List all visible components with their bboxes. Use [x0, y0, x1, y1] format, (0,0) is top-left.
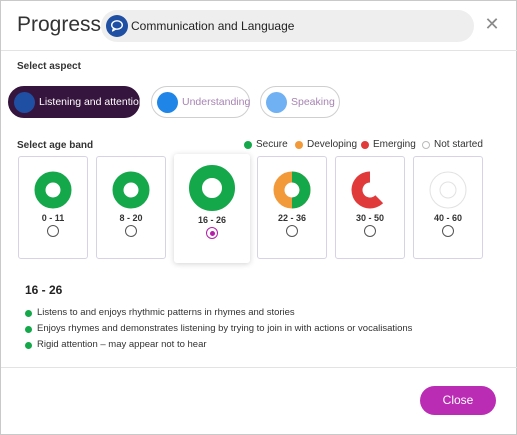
age-band-radio[interactable]	[125, 225, 137, 237]
aspect-color-icon	[266, 92, 287, 113]
progress-donut-icon	[429, 171, 467, 209]
age-band-radio[interactable]	[206, 227, 218, 239]
status-legend: Secure Developing Emerging Not started	[244, 138, 506, 152]
age-band-card-8-20[interactable]: 8 - 20	[96, 156, 166, 259]
age-band-range: 0 - 11	[41, 213, 65, 223]
area-selector[interactable]: Communication and Language	[101, 10, 474, 42]
progress-donut-icon	[351, 171, 384, 209]
age-band-radio[interactable]	[47, 225, 59, 237]
select-aspect-label: Select aspect	[17, 61, 81, 72]
age-band-range: 40 - 60	[433, 213, 463, 223]
progress-donut-icon	[34, 171, 72, 209]
progress-donut-icon	[273, 171, 311, 209]
aspect-listening-and-attention[interactable]: Listening and attention	[8, 86, 145, 118]
close-button[interactable]: Close	[420, 386, 496, 415]
dialog-title: Progress	[17, 13, 102, 36]
developing-dot-icon	[295, 141, 303, 149]
footer-divider	[1, 367, 517, 368]
progress-donut-icon	[189, 165, 235, 211]
age-band-radio[interactable]	[442, 225, 454, 237]
area-label: Communication and Language	[131, 19, 295, 33]
age-band-card-30-50[interactable]: 30 - 50	[335, 156, 405, 259]
age-band-radio[interactable]	[364, 225, 376, 237]
not-started-dot-icon	[422, 141, 430, 149]
secure-dot-icon	[25, 342, 32, 349]
selected-band-title: 16 - 26	[25, 283, 63, 297]
age-band-range: 22 - 36	[277, 213, 307, 223]
dialog-header: Progress Communication and Language ✕	[1, 1, 517, 51]
aspect-label: Speaking	[291, 96, 335, 108]
aspect-speaking[interactable]: Speaking	[260, 86, 340, 118]
aspect-color-icon	[14, 92, 35, 113]
statement-text: Enjoys rhymes and demonstrates listening…	[37, 323, 413, 334]
age-band-range: 16 - 26	[197, 215, 227, 225]
age-band-radio[interactable]	[286, 225, 298, 237]
aspect-label: Understanding	[182, 96, 251, 108]
aspect-label: Listening and attention	[39, 96, 145, 108]
aspect-understanding[interactable]: Understanding	[151, 86, 250, 118]
legend-label: Secure	[256, 139, 288, 150]
age-band-range: 30 - 50	[355, 213, 385, 223]
age-band-card-0-11[interactable]: 0 - 11	[18, 156, 88, 259]
aspect-color-icon	[157, 92, 178, 113]
close-icon[interactable]: ✕	[484, 14, 500, 34]
legend-label: Emerging	[373, 139, 416, 150]
age-band-card-16-26[interactable]: 16 - 26	[174, 154, 250, 263]
age-band-range: 8 - 20	[119, 213, 143, 223]
statement-text: Rigid attention – may appear not to hear	[37, 339, 207, 350]
statement-text: Listens to and enjoys rhythmic patterns …	[37, 307, 295, 318]
secure-dot-icon	[25, 326, 32, 333]
secure-dot-icon	[244, 141, 252, 149]
age-band-card-40-60[interactable]: 40 - 60	[413, 156, 483, 259]
legend-label: Not started	[434, 139, 483, 150]
emerging-dot-icon	[361, 141, 369, 149]
speech-bubble-icon	[106, 15, 128, 37]
select-age-band-label: Select age band	[17, 140, 94, 151]
age-band-card-22-36[interactable]: 22 - 36	[257, 156, 327, 259]
secure-dot-icon	[25, 310, 32, 317]
progress-donut-icon	[112, 171, 150, 209]
legend-label: Developing	[307, 139, 358, 150]
